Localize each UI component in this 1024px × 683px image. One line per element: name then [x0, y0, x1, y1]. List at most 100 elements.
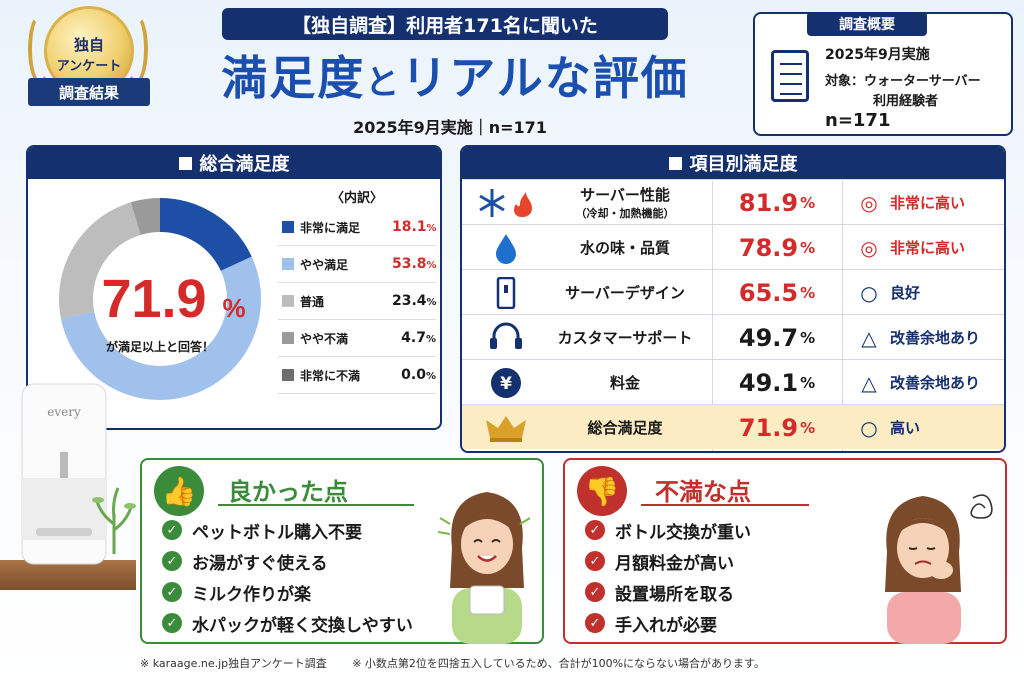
category-label: サーバーデザイン: [565, 284, 685, 302]
divider: [641, 504, 809, 506]
category-row: 総合満足度 71.9% ○ 高い: [462, 404, 1004, 449]
thumbs-up-icon: 👍: [154, 466, 204, 516]
water-drop-icon: [476, 232, 536, 264]
divider: [218, 504, 414, 506]
divider: [842, 181, 843, 451]
point-text: ペットボトル購入不要: [192, 522, 362, 543]
legend-item: 非常に満足 18.1%: [278, 209, 437, 246]
check-icon: ✓: [162, 613, 182, 633]
legend-swatch: [282, 332, 294, 344]
evaluation-symbol: ◎: [860, 190, 878, 215]
category-value-number: 78.9: [738, 233, 799, 262]
legend-item: 非常に不満 0.0%: [278, 357, 436, 394]
footer: ※ karaage.ne.jp独自アンケート調査 ※ 小数点第2位を四捨五入して…: [140, 655, 1000, 671]
point-text: お湯がすぐ使える: [192, 553, 328, 574]
category-sublabel: （冷却・加熱機能）: [575, 207, 675, 220]
title-part1: 満足度: [221, 51, 366, 105]
overview-heading: 調査概要: [807, 12, 927, 36]
check-icon: ✓: [162, 520, 182, 540]
check-icon: ✓: [585, 520, 605, 540]
evaluation-label: 改善余地あり: [890, 329, 981, 347]
category-value: 49.7%: [712, 315, 842, 360]
evaluation-symbol: ◎: [860, 235, 878, 260]
category-value: 49.1%: [712, 360, 842, 405]
point-text: 手入れが必要: [615, 615, 717, 636]
water-server-illustration: every: [21, 383, 107, 565]
category-evaluation: ○ 高い: [856, 405, 1004, 450]
good-title: 良かった点: [228, 478, 348, 506]
good-point-item: ✓ ミルク作りが楽: [162, 578, 311, 606]
troubled-woman-illustration: [885, 494, 993, 644]
check-icon: ✓: [585, 551, 605, 571]
donut-slice-1: [59, 198, 261, 400]
badge-line2: アンケート: [56, 59, 122, 74]
category-value-number: 49.7: [738, 323, 799, 352]
legend-label: 普通: [300, 294, 325, 309]
wooden-shelf: [0, 560, 136, 590]
survey-overview: 調査概要 2025年9月実施 対象：ウォーターサーバー 利用経験者 n=171: [753, 12, 1013, 136]
category-name: カスタマーサポート: [540, 315, 710, 360]
bad-point-item: ✓ 月額料金が高い: [585, 547, 734, 575]
check-icon: ✓: [585, 582, 605, 602]
check-icon: ✓: [162, 582, 182, 602]
category-value-unit: %: [800, 283, 816, 302]
point-text: ボトル交換が重い: [615, 522, 751, 543]
category-value-number: 49.1: [738, 368, 799, 397]
category-value: 71.9%: [712, 405, 842, 450]
legend-label: 非常に不満: [300, 368, 361, 383]
server-design-icon: [476, 276, 536, 310]
crown-icon: [476, 412, 536, 444]
category-value: 78.9%: [712, 225, 842, 270]
legend-value: 53.8%: [392, 256, 437, 272]
legend-value-number: 53.8: [392, 256, 427, 272]
category-value-number: 81.9: [738, 188, 799, 217]
legend-item: やや満足 53.8%: [278, 246, 437, 283]
overall-unit: %: [222, 293, 245, 323]
category-evaluation: ○ 良好: [856, 270, 1004, 315]
donut-slice-2: [59, 198, 261, 400]
category-row: カスタマーサポート 49.7% △ 改善余地あり: [462, 314, 1004, 359]
square-icon: [668, 156, 682, 170]
legend-swatch: [282, 295, 294, 307]
overview-date: 2025年9月実施: [825, 47, 930, 63]
category-label: 料金: [609, 374, 640, 392]
bad-point-item: ✓ 手入れが必要: [585, 609, 717, 637]
chart-legend: 非常に満足 18.1% やや満足 53.8% 普通 23.4% やや不満 4.7% 非常に不満 0…: [278, 209, 437, 394]
check-icon: ✓: [162, 551, 182, 571]
category-evaluation: △ 改善余地あり: [856, 360, 1004, 405]
category-row: サーバー性能 （冷却・加熱機能） 81.9% ◎ 非常に高い: [462, 179, 1004, 224]
square-icon: [178, 156, 192, 170]
happy-woman-illustration: [437, 492, 531, 644]
donut-slice-3: [59, 198, 261, 400]
category-value-number: 71.9: [738, 413, 799, 442]
good-point-item: ✓ 水パックが軽く交換しやすい: [162, 609, 413, 637]
title-part2: と: [365, 63, 402, 103]
category-row: 水の味・品質 78.9% ◎ 非常に高い: [462, 224, 1004, 269]
yen-icon: ¥: [476, 367, 536, 399]
legend-swatch: [282, 258, 294, 270]
legend-value-number: 4.7: [401, 330, 426, 346]
badge-ribbon: 調査結果: [28, 78, 150, 106]
category-name: 総合満足度: [540, 405, 710, 450]
page-title: 満足度とリアルな評価: [190, 42, 720, 108]
legend-value: 0.0%: [392, 367, 436, 383]
legend-value: 4.7%: [392, 330, 436, 346]
evaluation-symbol: △: [861, 325, 877, 350]
category-value-unit: %: [800, 193, 816, 212]
overall-value: 71.9: [101, 269, 206, 329]
category-value-number: 65.5: [738, 278, 799, 307]
category-value-unit: %: [800, 328, 816, 347]
bad-points-box: 👎 不満な点 ✓ ボトル交換が重い ✓ 月額料金が高い ✓ 設置場所を取る ✓ 手入れが必要: [563, 458, 1007, 644]
evaluation-label: 改善余地あり: [890, 374, 981, 392]
evaluation-label: 高い: [890, 419, 921, 437]
good-point-item: ✓ ペットボトル購入不要: [162, 516, 362, 544]
legend-value-unit: %: [425, 371, 436, 382]
point-text: 水パックが軽く交換しやすい: [192, 615, 413, 636]
badge-line1: 独自: [73, 36, 104, 54]
donut-chart: 71.9 % が満足以上と回答！: [59, 198, 261, 400]
category-heading-text: 項目別満足度: [689, 154, 798, 175]
category-satisfaction-panel: 項目別満足度 サーバー性能 （冷却・加熱機能） 81.9% ◎ 非常に高い 水の味・品質 7…: [460, 145, 1006, 453]
legend-value: 23.4%: [392, 293, 437, 309]
legend-value: 18.1%: [392, 219, 437, 235]
legend-label: やや不満: [300, 331, 349, 346]
